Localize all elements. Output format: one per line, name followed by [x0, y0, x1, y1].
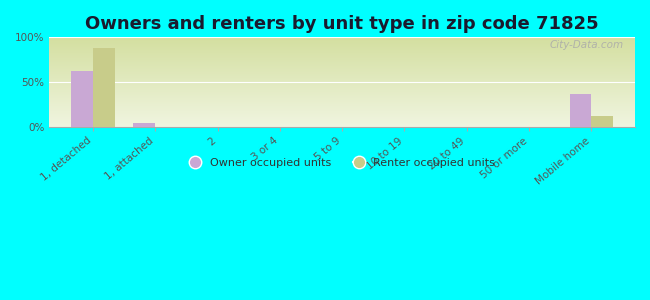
Bar [93, 48, 115, 127]
Text: City-Data.com: City-Data.com [549, 40, 623, 50]
Bar [569, 94, 592, 127]
Title: Owners and renters by unit type in zip code 71825: Owners and renters by unit type in zip c… [85, 15, 599, 33]
Bar [592, 116, 613, 127]
Bar [71, 71, 93, 127]
Bar [133, 123, 155, 127]
Legend: Owner occupied units, Renter occupied units: Owner occupied units, Renter occupied un… [185, 153, 499, 173]
